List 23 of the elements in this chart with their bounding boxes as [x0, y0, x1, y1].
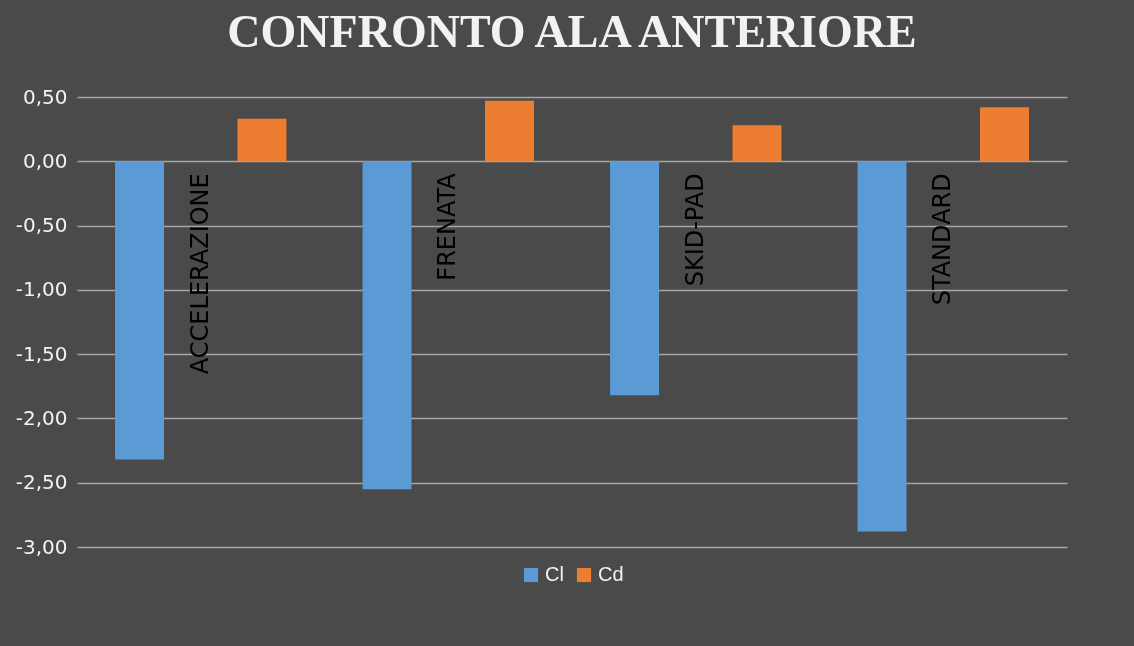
bar: [362, 161, 412, 490]
y-tick-label: -2,50: [15, 470, 68, 495]
x-tick-label: SKID-PAD: [680, 173, 709, 287]
bar: [732, 125, 782, 162]
legend-label: Cl: [545, 563, 564, 585]
y-tick-label: -1,50: [15, 341, 68, 366]
x-tick-label: ACCELERAZIONE: [185, 173, 214, 375]
x-tick-label: STANDARD: [928, 173, 957, 306]
y-tick-label: 0,50: [22, 84, 68, 109]
bar: [237, 118, 287, 162]
y-tick-label: -2,00: [15, 405, 68, 430]
bar: [857, 161, 907, 532]
y-tick-label: 0,00: [22, 148, 68, 173]
chart-title: CONFRONTO ALA ANTERIORE: [227, 6, 917, 57]
legend-label: Cd: [598, 563, 624, 585]
bar: [115, 161, 165, 460]
y-tick-label: -3,00: [15, 534, 68, 559]
y-tick-label: -0,50: [15, 213, 68, 238]
bar: [610, 161, 660, 396]
x-tick-label: FRENATA: [433, 172, 462, 281]
bar: [484, 100, 534, 162]
bar: [979, 107, 1029, 162]
y-tick-label: -1,00: [15, 277, 68, 302]
